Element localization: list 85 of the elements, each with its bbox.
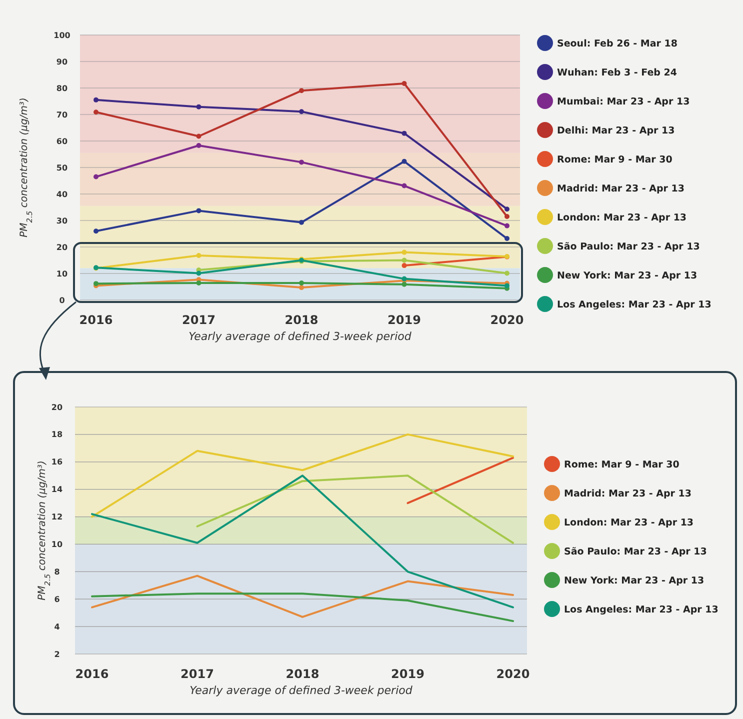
point [504, 236, 510, 242]
point [299, 220, 304, 225]
y-tick-label: 40 [56, 190, 68, 199]
point [402, 183, 407, 188]
legend-label: Rome: Mar 9 - Mar 30 [557, 154, 673, 166]
y-tick-label: 50 [56, 163, 68, 172]
y-tick-label: 0 [59, 296, 66, 305]
point [402, 130, 407, 136]
y-tick-label: 8 [54, 567, 60, 576]
x-tick-label: 2017 [180, 667, 214, 681]
legend-label: Seoul: Feb 26 - Mar 18 [557, 38, 678, 50]
y-tick-label: 10 [51, 540, 63, 550]
legend-label: London: Mar 23 - Apr 13 [564, 517, 694, 528]
point [299, 285, 304, 290]
point [402, 263, 407, 268]
legend-label: Madrid: Mar 23 - Apr 13 [564, 488, 692, 500]
y-tick-label: 14 [51, 485, 63, 494]
legend-label: São Paulo: Mar 23 - Apr 13 [557, 241, 700, 252]
point [299, 109, 304, 114]
x-tick-label: 2016 [75, 667, 109, 681]
y-tick-label: 60 [56, 136, 68, 146]
y-tick-label: 20 [51, 402, 63, 412]
x-tick-label: 2018 [284, 313, 318, 327]
point [196, 280, 202, 286]
legend-label: Madrid: Mar 23 - Apr 13 [557, 183, 685, 194]
point [504, 283, 510, 288]
x-tick-label: 2020 [490, 313, 524, 327]
point [196, 252, 202, 258]
point [299, 160, 304, 165]
point [299, 280, 304, 286]
legend-label: New York: Mar 23 - Apr 13 [557, 270, 698, 282]
x-tick-label: 2017 [182, 313, 216, 327]
point [196, 270, 202, 276]
legend-label: Wuhan: Feb 3 - Feb 24 [557, 67, 678, 78]
legend-label: Rome: Mar 9 - Mar 30 [564, 459, 680, 470]
point [94, 110, 98, 115]
y-tick-label: 18 [51, 430, 63, 440]
line-series [91, 592, 514, 622]
legend-label: London: Mar 23 - Apr 13 [557, 212, 687, 224]
x-tick-label: 2019 [388, 313, 421, 327]
y-tick-label: 2 [54, 650, 60, 659]
point [196, 208, 202, 214]
x-tick-label: 2020 [496, 667, 530, 681]
y-tick-label: 16 [51, 458, 63, 467]
point [402, 80, 407, 86]
point [94, 97, 98, 102]
point [402, 250, 407, 255]
legend-label: São Paulo: Mar 23 - Apr 13 [564, 546, 707, 558]
y-tick-label: 30 [56, 216, 68, 226]
point [402, 282, 407, 287]
line-series [196, 474, 514, 544]
point [504, 214, 510, 220]
point [504, 223, 510, 228]
point [402, 258, 407, 263]
legend-label: Delhi: Mar 23 - Apr 13 [557, 125, 675, 136]
legend-label: Los Angeles: Mar 23 - Apr 13 [557, 299, 712, 310]
point [504, 270, 510, 276]
x-axis-title: Yearly average of defined 3-week period [188, 330, 412, 343]
point [196, 134, 202, 139]
legend-label: New York: Mar 23 - Apr 13 [564, 575, 704, 586]
x-axis-title: Yearly average of defined 3-week period [190, 684, 414, 697]
line-series [91, 433, 514, 518]
y-tick-label: 10 [56, 269, 68, 278]
legend-label: Mumbai: Mar 23 - Apr 13 [557, 96, 690, 108]
y-tick-label: 20 [56, 242, 68, 252]
point [94, 228, 98, 234]
y-tick-label: 12 [51, 512, 63, 522]
point [299, 88, 304, 94]
x-tick-label: 2018 [286, 667, 320, 681]
line-series [91, 574, 514, 618]
line-series [91, 474, 514, 608]
x-tick-label: 2019 [391, 667, 424, 681]
legend-label: Los Angeles: Mar 23 - Apr 13 [564, 604, 718, 616]
y-tick-label: 90 [56, 57, 68, 66]
point [196, 143, 202, 148]
y-tick-label: 6 [54, 594, 60, 604]
x-tick-label: 2016 [79, 313, 113, 327]
point [402, 158, 407, 164]
y-tick-label: 4 [54, 622, 60, 632]
y-tick-label: 80 [56, 84, 68, 93]
y-tick-label: 100 [54, 30, 71, 40]
point [504, 206, 510, 212]
y-tick-label: 70 [56, 110, 68, 120]
point [196, 104, 202, 110]
point [94, 174, 98, 180]
